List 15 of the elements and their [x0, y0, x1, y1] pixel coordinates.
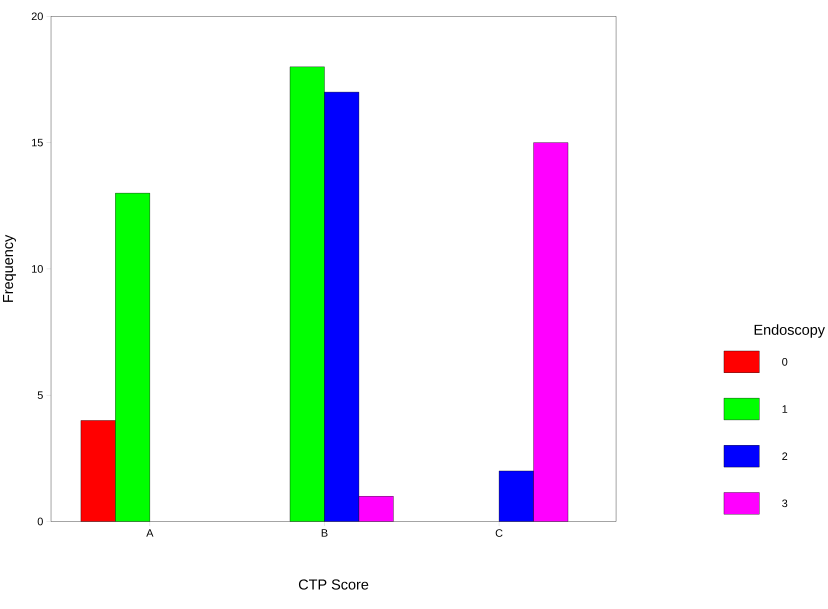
legend-label: 2: [782, 452, 788, 460]
y-tick-label: 15: [32, 139, 43, 147]
x-tick-label: B: [322, 529, 328, 537]
y-axis-title: Frequency: [3, 235, 16, 302]
legend-label: 1: [782, 406, 788, 413]
legend-label: 3: [782, 500, 788, 508]
x-tick-label: C: [496, 529, 503, 538]
x-axis-title: CTP Score: [298, 580, 368, 590]
y-tick-label: 20: [32, 12, 43, 20]
y-tick-label: 0: [38, 518, 43, 526]
y-tick-label: 10: [32, 265, 43, 273]
x-tick-label: A: [146, 529, 154, 537]
legend-label: 0: [782, 358, 788, 366]
y-tick-label: 5: [38, 392, 43, 400]
legend-title: Endoscopy: [754, 324, 825, 338]
